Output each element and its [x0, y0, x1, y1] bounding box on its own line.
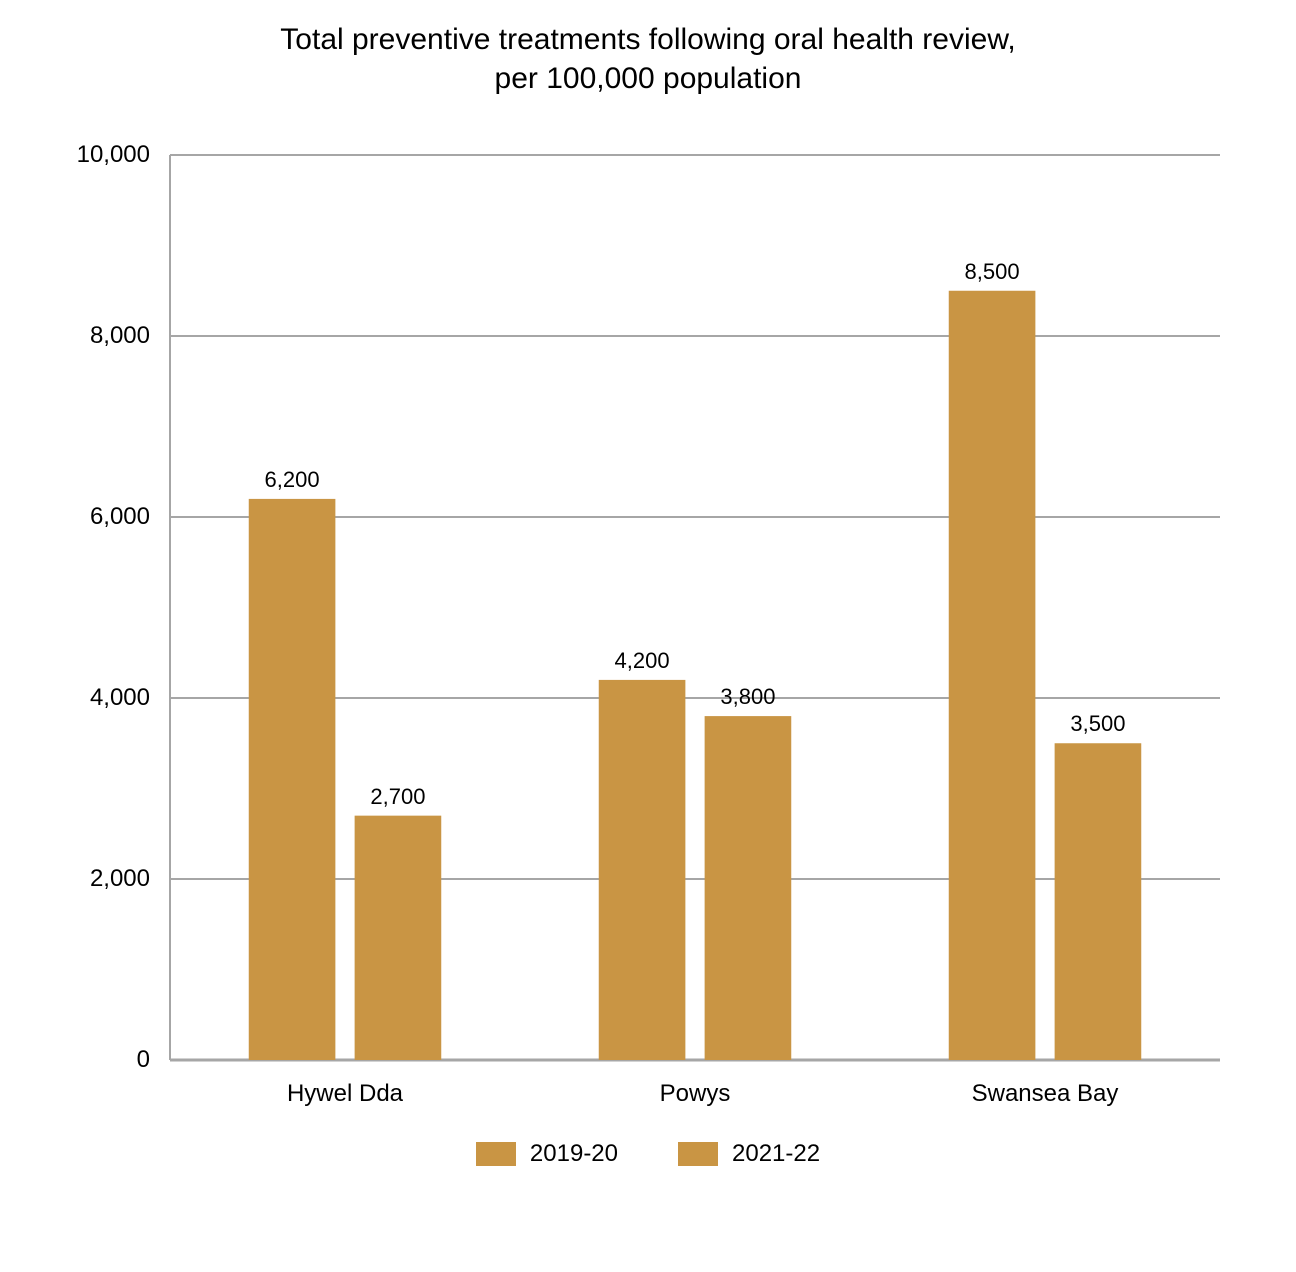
y-tick-label: 4,000	[0, 684, 150, 712]
bar-value-label: 2,700	[348, 784, 448, 810]
bar	[249, 499, 336, 1060]
y-tick-label: 6,000	[0, 503, 150, 531]
bar-value-label: 8,500	[942, 259, 1042, 285]
legend-label: 2021-22	[732, 1140, 820, 1168]
bar	[705, 716, 792, 1060]
legend-item: 2019-20	[476, 1140, 618, 1168]
y-tick-label: 10,000	[0, 141, 150, 169]
legend-label: 2019-20	[530, 1140, 618, 1168]
bar	[1055, 743, 1142, 1060]
x-tick-label: Swansea Bay	[870, 1080, 1220, 1108]
bar	[949, 291, 1036, 1060]
bar-value-label: 3,500	[1048, 711, 1148, 737]
bar-value-label: 4,200	[592, 648, 692, 674]
bar-value-label: 3,800	[698, 684, 798, 710]
y-tick-label: 2,000	[0, 865, 150, 893]
legend: 2019-20 2021-22	[0, 1140, 1296, 1168]
chart-container: Total preventive treatments following or…	[0, 0, 1296, 1272]
y-tick-label: 8,000	[0, 322, 150, 350]
legend-item: 2021-22	[678, 1140, 820, 1168]
y-tick-label: 0	[0, 1046, 150, 1074]
x-tick-label: Powys	[520, 1080, 870, 1108]
x-tick-label: Hywel Dda	[170, 1080, 520, 1108]
bar	[355, 816, 442, 1060]
legend-swatch	[678, 1142, 718, 1166]
bar	[599, 680, 686, 1060]
bar-value-label: 6,200	[242, 467, 342, 493]
legend-swatch	[476, 1142, 516, 1166]
